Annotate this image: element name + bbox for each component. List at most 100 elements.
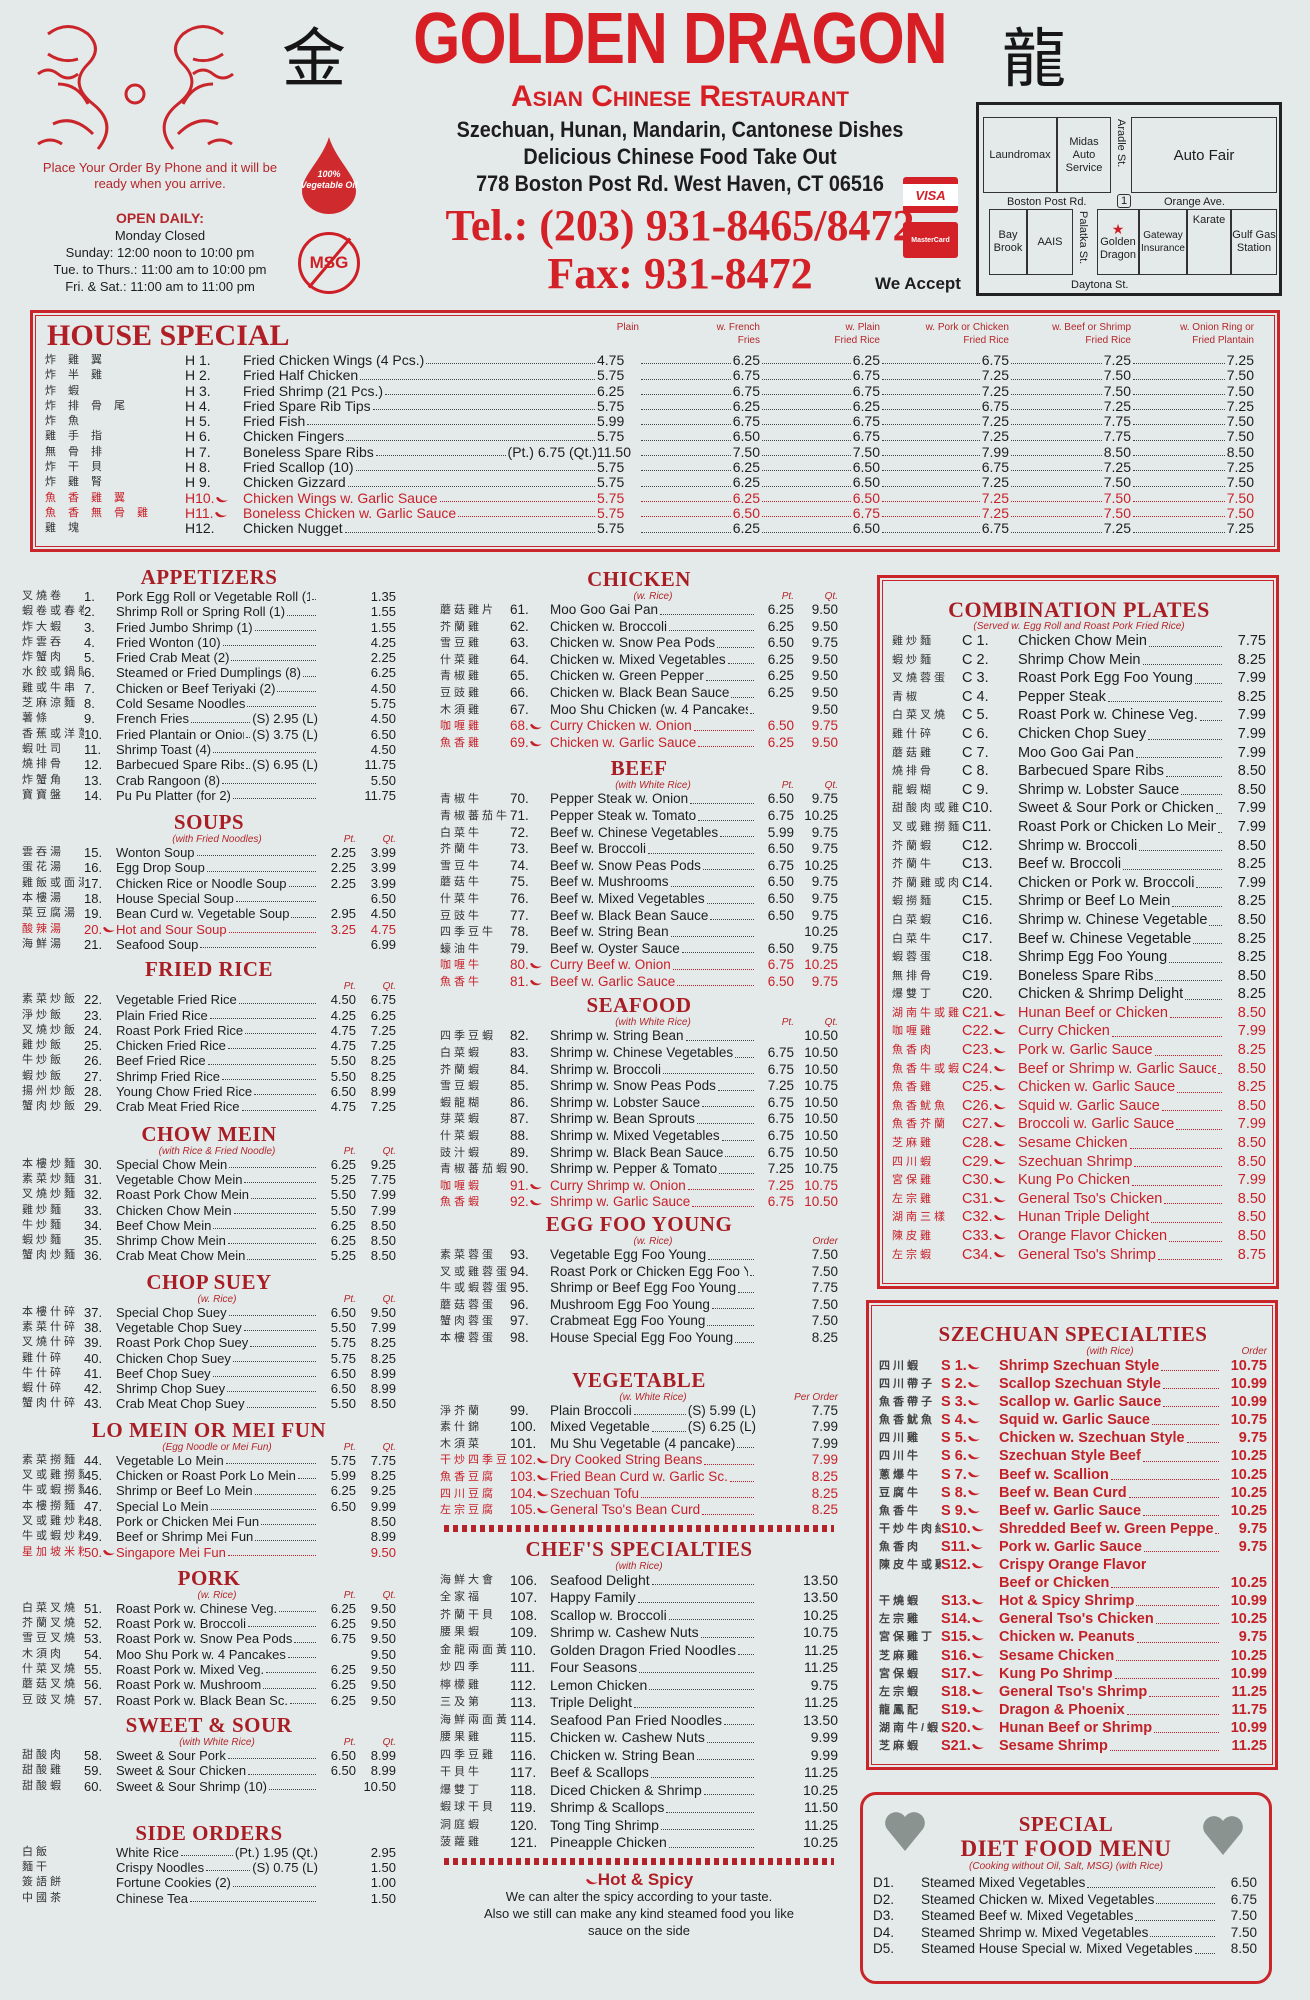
- menu-item[interactable]: 白菜蝦 83. Shrimp w. Chinese Vegetables 6.75 10…: [440, 1045, 838, 1062]
- menu-item[interactable]: 洞庭蝦 120. Tong Ting Shrimp 11.25: [440, 1817, 838, 1835]
- menu-item[interactable]: 芥蘭蝦 84. Shrimp w. Broccoli 6.75 10.50: [440, 1062, 838, 1079]
- house-special-item[interactable]: 魚香無骨雞 H11. Boneless Chicken w. Garlic Sauc…: [45, 505, 1265, 521]
- menu-item[interactable]: 干貝牛 117. Beef & Scallops 11.25: [440, 1764, 838, 1782]
- menu-item[interactable]: 湖南牛或雞 C21. Hunan Beef or Chicken 8.50: [892, 1004, 1266, 1023]
- menu-item[interactable]: 四川豆腐 104. Szechuan Tofu 8.25: [440, 1486, 838, 1503]
- menu-item[interactable]: 左宗蝦 S18. General Tso's Shrimp 11.25: [879, 1683, 1267, 1701]
- menu-item[interactable]: 木須雞 67. Moo Shu Chicken (w. 4 Pancakes) 9.5…: [440, 702, 838, 719]
- menu-item[interactable]: 中國茶 Chinese Tea 1.50: [22, 1891, 396, 1906]
- menu-item[interactable]: 蘑菇蓉蛋 96. Mushroom Egg Foo Young 7.50: [440, 1297, 838, 1314]
- menu-item[interactable]: 四川蝦 C29. Szechuan Shrimp 8.50: [892, 1153, 1266, 1172]
- menu-item[interactable]: 白菜蝦 C16. Shrimp w. Chinese Vegetable 8.50: [892, 911, 1266, 930]
- menu-item[interactable]: 青椒蕃茄蝦 90. Shrimp w. Pepper & Tomato 7.25 10.…: [440, 1161, 838, 1178]
- house-special-item[interactable]: 炸魚 H 5. Fried Fish 5.99 6.75 6.75 7.25 7.75 7.50: [45, 413, 1265, 429]
- menu-item[interactable]: 左宗豆腐 105. General Tso's Bean Curd 8.25: [440, 1502, 838, 1519]
- menu-item[interactable]: 炸大蝦 3. Fried Jumbo Shrimp (1) 1.55: [22, 620, 396, 635]
- menu-item[interactable]: 豆豉叉燒 57. Roast Pork w. Black Bean Sc. 6.25 9…: [22, 1693, 396, 1708]
- menu-item[interactable]: 芥蘭雞或肉 C14. Chicken or Pork w. Broccoli 7.99: [892, 874, 1266, 893]
- menu-item[interactable]: 菜豆腐湯 19. Bean Curd w. Vegetable Soup 2.95 4.…: [22, 906, 396, 921]
- menu-item[interactable]: 本樓湯 18. House Special Soup 6.50: [22, 891, 396, 906]
- menu-item[interactable]: D3. Steamed Beef w. Mixed Vegetables 7.50: [873, 1908, 1257, 1925]
- menu-item[interactable]: 素菜撈麵 44. Vegetable Lo Mein 5.75 7.75: [22, 1453, 396, 1468]
- menu-item[interactable]: 素菜炒飯 22. Vegetable Fried Rice 4.50 6.75: [22, 992, 396, 1007]
- menu-item[interactable]: 什菜雞 64. Chicken w. Mixed Vegetables 6.25 9.5…: [440, 652, 838, 669]
- menu-item[interactable]: 芝麻涼麵 8. Cold Sesame Noodles 5.75: [22, 696, 396, 711]
- menu-item[interactable]: 全家福 107. Happy Family 13.50: [440, 1589, 838, 1607]
- menu-item[interactable]: 蝦炒飯 27. Shrimp Fried Rice 5.50 8.25: [22, 1069, 396, 1084]
- menu-item[interactable]: 蝦龍糊 86. Shrimp w. Lobster Sauce 6.75 10.50: [440, 1095, 838, 1112]
- menu-item[interactable]: 宮保雞丁 S15. Chicken w. Peanuts 9.75: [879, 1628, 1267, 1646]
- menu-item[interactable]: 魚香牛或蝦 C24. Beef or Shrimp w. Garlic Sauce 8…: [892, 1060, 1266, 1079]
- menu-item[interactable]: 叉或雞撈麵 C11. Roast Pork or Chicken Lo Mein 7.…: [892, 818, 1266, 837]
- menu-item[interactable]: 本樓蓉蛋 98. House Special Egg Foo Young 8.25: [440, 1330, 838, 1347]
- menu-item[interactable]: 寶寶盤 14. Pu Pu Platter (for 2) 11.75: [22, 788, 396, 803]
- menu-item[interactable]: 本樓撈麵 47. Special Lo Mein 6.50 9.99: [22, 1499, 396, 1514]
- menu-item[interactable]: 湖南牛/蝦 S20. Hunan Beef or Shrimp 10.99: [879, 1719, 1267, 1737]
- menu-item[interactable]: 香蕉或洋蔥圈10.Fried Plantain or Onion Ring(S)…: [22, 727, 396, 742]
- menu-item[interactable]: 甜酸雞 59. Sweet & Sour Chicken 6.50 8.99: [22, 1763, 396, 1778]
- menu-item[interactable]: 干燒蝦 S13. Hot & Spicy Shrimp 10.99: [879, 1592, 1267, 1610]
- menu-item[interactable]: 雲吞湯 15. Wonton Soup 2.25 3.99: [22, 845, 396, 860]
- menu-item[interactable]: 本樓什碎 37. Special Chop Suey 6.50 9.50: [22, 1305, 396, 1320]
- menu-item[interactable]: 青椒蕃茄牛 71. Pepper Steak w. Tomato 6.75 10.25: [440, 808, 838, 825]
- menu-item[interactable]: 炒四季 111. Four Seasons 11.25: [440, 1659, 838, 1677]
- menu-item[interactable]: 魚香魷魚 S 4. Squid w. Garlic Sauce 10.75: [879, 1411, 1267, 1429]
- menu-item[interactable]: 金龍兩面黃 110. Golden Dragon Fried Noodles 11.2…: [440, 1642, 838, 1660]
- menu-item[interactable]: 雪豆牛 74. Beef w. Snow Peas Pods 6.75 10.25: [440, 858, 838, 875]
- menu-item[interactable]: 豆豉雞 66. Chicken w. Black Bean Sauce 6.25 9.5…: [440, 685, 838, 702]
- menu-item[interactable]: 蝦蓉蛋 C18. Shrimp Egg Foo Young 8.25: [892, 948, 1266, 967]
- menu-item[interactable]: 淨芥蘭 99. Plain Broccoli (S) 5.99 (L) 7.75: [440, 1403, 838, 1420]
- menu-item[interactable]: 燒排骨 C 8. Barbecued Spare Ribs 8.50: [892, 762, 1266, 781]
- house-special-item[interactable]: 炸半雞 H 2. Fried Half Chicken 5.75 6.75 6.75 7.2…: [45, 367, 1265, 383]
- menu-item[interactable]: 炸蟹肉 5. Fried Crab Meat (2) 2.25: [22, 650, 396, 665]
- menu-item[interactable]: 芥蘭牛 73. Beef w. Broccoli 6.50 9.75: [440, 841, 838, 858]
- house-special-item[interactable]: 炸雞翼 H 1. Fried Chicken Wings (4 Pcs.) 4.75 6…: [45, 352, 1265, 368]
- menu-item[interactable]: 素菜炒麵 31. Vegetable Chow Mein 5.25 7.75: [22, 1172, 396, 1187]
- menu-item[interactable]: 四川雞 S 5. Chicken w. Szechuan Style 9.75: [879, 1429, 1267, 1447]
- menu-item[interactable]: 陳皮雞 C33. Orange Flavor Chicken 8.50: [892, 1227, 1266, 1246]
- menu-item[interactable]: 腰果雞 115. Chicken w. Cashew Nuts 9.99: [440, 1729, 838, 1747]
- menu-item[interactable]: 芥蘭叉燒 52. Roast Pork w. Broccoli 6.25 9.50: [22, 1616, 396, 1631]
- house-special-item[interactable]: 無骨排 H 7. Boneless Spare Ribs (Pt.) 6.75 (Qt…: [45, 444, 1265, 460]
- menu-item[interactable]: 甜酸肉或雞 C10. Sweet & Sour Pork or Chicken 7.9…: [892, 799, 1266, 818]
- menu-item[interactable]: 魚香芥蘭 C27. Broccoli w. Garlic Sauce 7.99: [892, 1115, 1266, 1134]
- menu-item[interactable]: 牛什碎 41. Beef Chop Suey 6.50 8.99: [22, 1366, 396, 1381]
- menu-item[interactable]: 咖喱雞 C22. Curry Chicken 7.99: [892, 1022, 1266, 1041]
- menu-item[interactable]: 魚香雞 69. Chicken w. Garlic Sauce 6.25 9.50: [440, 735, 838, 752]
- menu-item[interactable]: 海鮮兩面黃 114. Seafood Pan Fried Noodles 13.50: [440, 1712, 838, 1730]
- menu-item[interactable]: 木須菜 101. Mu Shu Vegetable (4 pancake) 7.99: [440, 1436, 838, 1453]
- menu-item[interactable]: 白菜叉燒 C 5. Roast Pork w. Chinese Veg. 7.99: [892, 706, 1266, 725]
- menu-item[interactable]: 芝麻蝦 S21. Sesame Shrimp 11.25: [879, 1737, 1267, 1755]
- menu-item[interactable]: 雪豆蝦 85. Shrimp w. Snow Peas Pods 7.25 10.75: [440, 1078, 838, 1095]
- menu-item[interactable]: 麵干 Crispy Noodles (S) 0.75 (L) 1.50: [22, 1860, 396, 1875]
- menu-item[interactable]: 白飯 White Rice (Pt.) 1.95 (Qt.) 2.95: [22, 1845, 396, 1860]
- menu-item[interactable]: 雞炒麵 33. Chicken Chow Mein 5.50 7.99: [22, 1203, 396, 1218]
- menu-item[interactable]: 宮保雞 C30. Kung Po Chicken 7.99: [892, 1171, 1266, 1190]
- menu-item[interactable]: 芝麻雞 S16. Sesame Chicken 10.25: [879, 1647, 1267, 1665]
- menu-item[interactable]: 湖南三樣 C32. Hunan Triple Delight 8.50: [892, 1208, 1266, 1227]
- house-special-item[interactable]: 雞手指 H 6. Chicken Fingers 5.75 6.50 6.75 7.25 7.…: [45, 429, 1265, 445]
- house-special-item[interactable]: 炸干貝 H 8. Fried Scallop (10) 5.75 6.25 6.50 6.7…: [45, 459, 1265, 475]
- menu-item[interactable]: 炸蟹角 13. Crab Rangoon (8) 5.50: [22, 773, 396, 788]
- menu-item[interactable]: 芽菜蝦 87. Shrimp w. Bean Sprouts 6.75 10.50: [440, 1111, 838, 1128]
- menu-item[interactable]: 爆雙丁 C20. Chicken & Shrimp Delight 8.25: [892, 985, 1266, 1004]
- menu-item[interactable]: 咖喱牛 80. Curry Beef w. Onion 6.75 10.25: [440, 957, 838, 974]
- menu-item[interactable]: 咖喱雞 68. Curry Chicken w. Onion 6.50 9.75: [440, 718, 838, 735]
- menu-item[interactable]: 蘑菇叉燒 56. Roast Pork w. Mushroom 6.25 9.50: [22, 1677, 396, 1692]
- house-special-item[interactable]: 炸蝦 H 3. Fried Shrimp (21 Pcs.) 6.25 6.75 6.75…: [45, 383, 1265, 399]
- menu-item[interactable]: 本樓炒麵 30. Special Chow Mein 6.25 9.25: [22, 1157, 396, 1172]
- menu-item[interactable]: 青椒牛 70. Pepper Steak w. Onion 6.50 9.75: [440, 791, 838, 808]
- menu-item[interactable]: 水餃或鍋貼6.Steamed or Fried Dumplings (8)6.2…: [22, 665, 396, 680]
- menu-item[interactable]: 魚香肉 S11. Pork w. Garlic Sauce 9.75: [879, 1538, 1267, 1556]
- menu-item[interactable]: 叉燒卷 1. Pork Egg Roll or Vegetable Roll (1)…: [22, 589, 396, 604]
- menu-item[interactable]: 叉燒炒飯 24. Roast Pork Fried Rice 4.75 7.25: [22, 1023, 396, 1038]
- menu-item[interactable]: D2. Steamed Chicken w. Mixed Vegetables 6.…: [873, 1892, 1257, 1909]
- menu-item[interactable]: 牛炒飯 26. Beef Fried Rice 5.50 8.25: [22, 1053, 396, 1068]
- menu-item[interactable]: 蘑菇牛 75. Beef w. Mushrooms 6.50 9.75: [440, 874, 838, 891]
- menu-item[interactable]: 檸檬雞 112. Lemon Chicken 9.75: [440, 1677, 838, 1695]
- menu-item[interactable]: 海鮮湯 21. Seafood Soup 6.99: [22, 937, 396, 952]
- menu-item[interactable]: 三及第 113. Triple Delight 11.25: [440, 1694, 838, 1712]
- menu-item[interactable]: 爆雙丁 118. Diced Chicken & Shrimp 10.25: [440, 1782, 838, 1800]
- menu-item[interactable]: 四季豆蝦 82. Shrimp w. String Bean 10.50: [440, 1028, 838, 1045]
